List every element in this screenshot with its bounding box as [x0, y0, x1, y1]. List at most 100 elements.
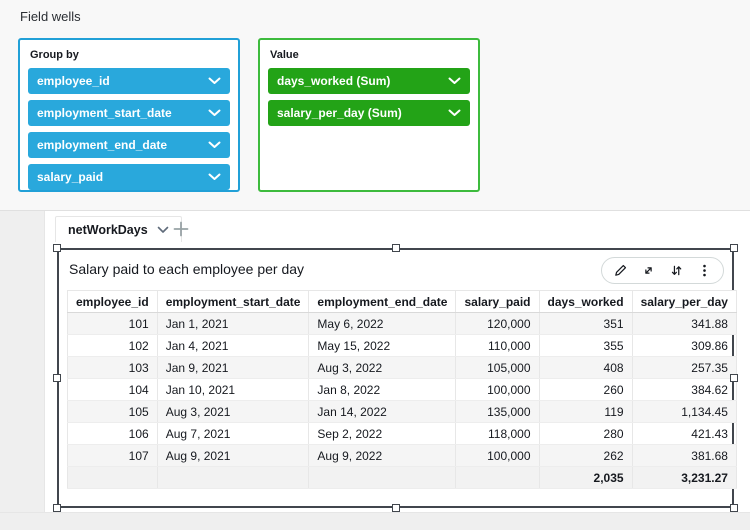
resize-handle-top-center[interactable]: [391, 244, 400, 252]
field-pill-label: employee_id: [37, 74, 110, 88]
table-header-row: employee_id employment_start_date employ…: [67, 290, 737, 313]
total-salary-per-day: 3,231.27: [631, 466, 737, 489]
cell: 341.88: [631, 312, 737, 335]
cell: Aug 3, 2021: [156, 400, 310, 423]
chevron-down-icon[interactable]: [208, 138, 221, 152]
add-sheet-icon[interactable]: [172, 220, 190, 238]
cell: 105,000: [455, 356, 540, 379]
field-pill-label: days_worked (Sum): [277, 74, 391, 88]
cell: 107: [67, 444, 158, 467]
field-pill-salary-per-day-sum[interactable]: salary_per_day (Sum): [268, 100, 470, 126]
resize-handle-top-left[interactable]: [53, 244, 61, 252]
cell: 103: [67, 356, 158, 379]
chevron-down-icon[interactable]: [208, 170, 221, 184]
field-pill-label: employment_end_date: [37, 138, 168, 152]
chevron-down-icon[interactable]: [448, 74, 461, 88]
visual-toolbar: [601, 257, 724, 284]
chevron-down-icon[interactable]: [448, 106, 461, 120]
panel-divider: [0, 210, 750, 211]
canvas-bottom-gutter: [0, 512, 750, 530]
cell: Jan 8, 2022: [308, 378, 457, 401]
cell: 351: [538, 312, 633, 335]
table-row: 101 Jan 1, 2021 May 6, 2022 120,000 351 …: [67, 312, 737, 335]
resize-handle-mid-right[interactable]: [730, 374, 738, 382]
cell: 1,134.45: [631, 400, 737, 423]
resize-handle-bottom-center[interactable]: [391, 504, 400, 512]
cell: [455, 466, 540, 489]
visual-title[interactable]: Salary paid to each employee per day: [69, 261, 305, 277]
total-days-worked: 2,035: [538, 466, 633, 489]
chevron-down-icon[interactable]: [208, 74, 221, 88]
canvas-left-gutter: [0, 211, 45, 530]
resize-handle-bottom-right[interactable]: [730, 504, 738, 512]
cell: Aug 9, 2022: [308, 444, 457, 467]
cell: May 15, 2022: [308, 334, 457, 357]
cell: [308, 466, 457, 489]
cell: 257.35: [631, 356, 737, 379]
table-row: 105 Aug 3, 2021 Jan 14, 2022 135,000 119…: [67, 400, 737, 423]
field-pill-employment-start-date[interactable]: employment_start_date: [28, 100, 230, 126]
value-well[interactable]: Value days_worked (Sum) salary_per_day (…: [258, 38, 480, 192]
group-by-well[interactable]: Group by employee_id employment_start_da…: [18, 38, 240, 192]
cell: 408: [538, 356, 633, 379]
field-pill-employment-end-date[interactable]: employment_end_date: [28, 132, 230, 158]
swap-arrows-icon[interactable]: [669, 263, 684, 278]
cell: Aug 9, 2021: [156, 444, 310, 467]
cell: 118,000: [455, 422, 540, 445]
cell: 309.86: [631, 334, 737, 357]
cell: 355: [538, 334, 633, 357]
cell: 381.68: [631, 444, 737, 467]
cell: Jan 1, 2021: [156, 312, 310, 335]
value-label: Value: [270, 49, 299, 61]
cell: 280: [538, 422, 633, 445]
resize-handle-top-right[interactable]: [730, 244, 738, 252]
cell: 384.62: [631, 378, 737, 401]
table-row: 102 Jan 4, 2021 May 15, 2022 110,000 355…: [67, 334, 737, 357]
group-by-label: Group by: [30, 49, 79, 61]
field-wells-panel: Field wells Group by employee_id employm…: [0, 0, 750, 210]
cell: 120,000: [455, 312, 540, 335]
table-row: 103 Jan 9, 2021 Aug 3, 2022 105,000 408 …: [67, 356, 737, 379]
table-row: 104 Jan 10, 2021 Jan 8, 2022 100,000 260…: [67, 378, 737, 401]
cell: 104: [67, 378, 158, 401]
table-total-row: 2,035 3,231.27: [67, 466, 737, 489]
cell: Jan 9, 2021: [156, 356, 310, 379]
chevron-down-icon[interactable]: [208, 106, 221, 120]
field-pill-days-worked-sum[interactable]: days_worked (Sum): [268, 68, 470, 94]
cell: [156, 466, 310, 489]
field-pill-label: salary_per_day (Sum): [277, 106, 402, 120]
chevron-down-icon[interactable]: [157, 221, 169, 239]
cell: 100,000: [455, 444, 540, 467]
resize-handle-bottom-left[interactable]: [53, 504, 61, 512]
maximize-arrows-icon[interactable]: [641, 263, 656, 278]
field-pill-label: employment_start_date: [37, 106, 172, 120]
sheet-tab-networkdays[interactable]: netWorkDays: [55, 216, 182, 242]
cell: 260: [538, 378, 633, 401]
column-header-employment-end-date[interactable]: employment_end_date: [308, 290, 457, 313]
cell: 110,000: [455, 334, 540, 357]
cell: Jan 10, 2021: [156, 378, 310, 401]
cell: May 6, 2022: [308, 312, 457, 335]
cell: Aug 7, 2021: [156, 422, 310, 445]
column-header-salary-per-day[interactable]: salary_per_day: [631, 290, 737, 313]
column-header-employee-id[interactable]: employee_id: [67, 290, 158, 313]
cell: [67, 466, 158, 489]
sheet-canvas: netWorkDays Salary paid to each employee…: [0, 211, 750, 530]
resize-handle-mid-left[interactable]: [53, 374, 61, 382]
edit-pencil-icon[interactable]: [613, 263, 628, 278]
table-row: 106 Aug 7, 2021 Sep 2, 2022 118,000 280 …: [67, 422, 737, 445]
column-header-salary-paid[interactable]: salary_paid: [455, 290, 540, 313]
menu-dots-icon[interactable]: [697, 263, 712, 278]
table-visual-card[interactable]: Salary paid to each employee per day: [53, 244, 738, 512]
field-pill-salary-paid[interactable]: salary_paid: [28, 164, 230, 190]
table-row: 107 Aug 9, 2021 Aug 9, 2022 100,000 262 …: [67, 444, 737, 467]
cell: 100,000: [455, 378, 540, 401]
column-header-days-worked[interactable]: days_worked: [538, 290, 633, 313]
cell: Jan 4, 2021: [156, 334, 310, 357]
cell: 262: [538, 444, 633, 467]
column-header-employment-start-date[interactable]: employment_start_date: [156, 290, 310, 313]
cell: 119: [538, 400, 633, 423]
cell: 421.43: [631, 422, 737, 445]
field-pill-employee-id[interactable]: employee_id: [28, 68, 230, 94]
cell: 106: [67, 422, 158, 445]
